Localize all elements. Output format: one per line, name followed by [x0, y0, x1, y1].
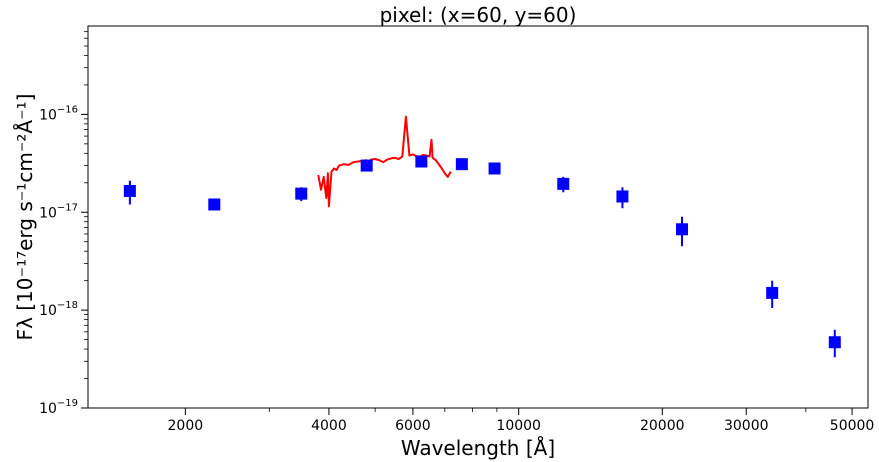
- photometry-point: [208, 198, 221, 211]
- y-tick-label: 10−17: [39, 202, 78, 221]
- x-minor-ticks: [268, 408, 807, 412]
- photometry-marker: [557, 177, 570, 190]
- photometry-point: [676, 216, 689, 247]
- x-tick-label: 2000: [168, 418, 204, 434]
- photometry-marker: [123, 184, 136, 197]
- photometry-point: [616, 187, 629, 209]
- photometry-marker: [455, 158, 468, 171]
- photometry-marker: [616, 190, 629, 203]
- photometry-marker: [828, 336, 841, 349]
- photometry-point: [488, 162, 501, 175]
- y-minor-ticks: [84, 31, 88, 379]
- y-axis-ticks: 10−19 10−18 10−17 10−16: [39, 104, 88, 417]
- x-axis-ticks: 2000 4000 6000 10000 20000 30000 50000: [168, 408, 875, 434]
- y-tick-label: 10−19: [39, 398, 78, 417]
- photometry-point: [828, 329, 841, 358]
- photometry-marker: [360, 159, 373, 172]
- spectrum-series: [317, 115, 452, 208]
- x-tick-label: 20000: [640, 418, 685, 434]
- photometry-marker: [766, 286, 779, 299]
- plot-frame: [87, 25, 869, 409]
- photometry-marker: [415, 155, 428, 168]
- photometry-point: [415, 155, 428, 168]
- photometry-marker: [295, 187, 308, 200]
- y-tick-label: 10−18: [39, 300, 78, 319]
- photometry-marker: [488, 162, 501, 175]
- x-tick-label: 4000: [311, 418, 347, 434]
- photometry-point: [123, 180, 136, 205]
- y-tick-label: 10−16: [39, 104, 78, 123]
- x-tick-label: 30000: [724, 418, 769, 434]
- photometry-point: [766, 280, 779, 309]
- photometry-point: [360, 159, 373, 172]
- photometry-point: [295, 187, 308, 202]
- photometry-point: [455, 158, 468, 171]
- y-axis-label: Fλ [10⁻¹⁷erg s⁻¹cm⁻²Å⁻¹]: [13, 94, 37, 341]
- photometry-marker: [676, 223, 689, 236]
- photometry-series: [123, 155, 841, 358]
- spectrum-line: [317, 115, 452, 208]
- x-tick-label: 10000: [496, 418, 541, 434]
- x-tick-label: 50000: [830, 418, 875, 434]
- x-axis-label: Wavelength [Å]: [401, 436, 555, 460]
- photometry-marker: [208, 198, 221, 211]
- photometry-point: [557, 176, 570, 193]
- x-tick-label: 6000: [395, 418, 431, 434]
- chart-title: pixel: (x=60, y=60): [380, 3, 577, 27]
